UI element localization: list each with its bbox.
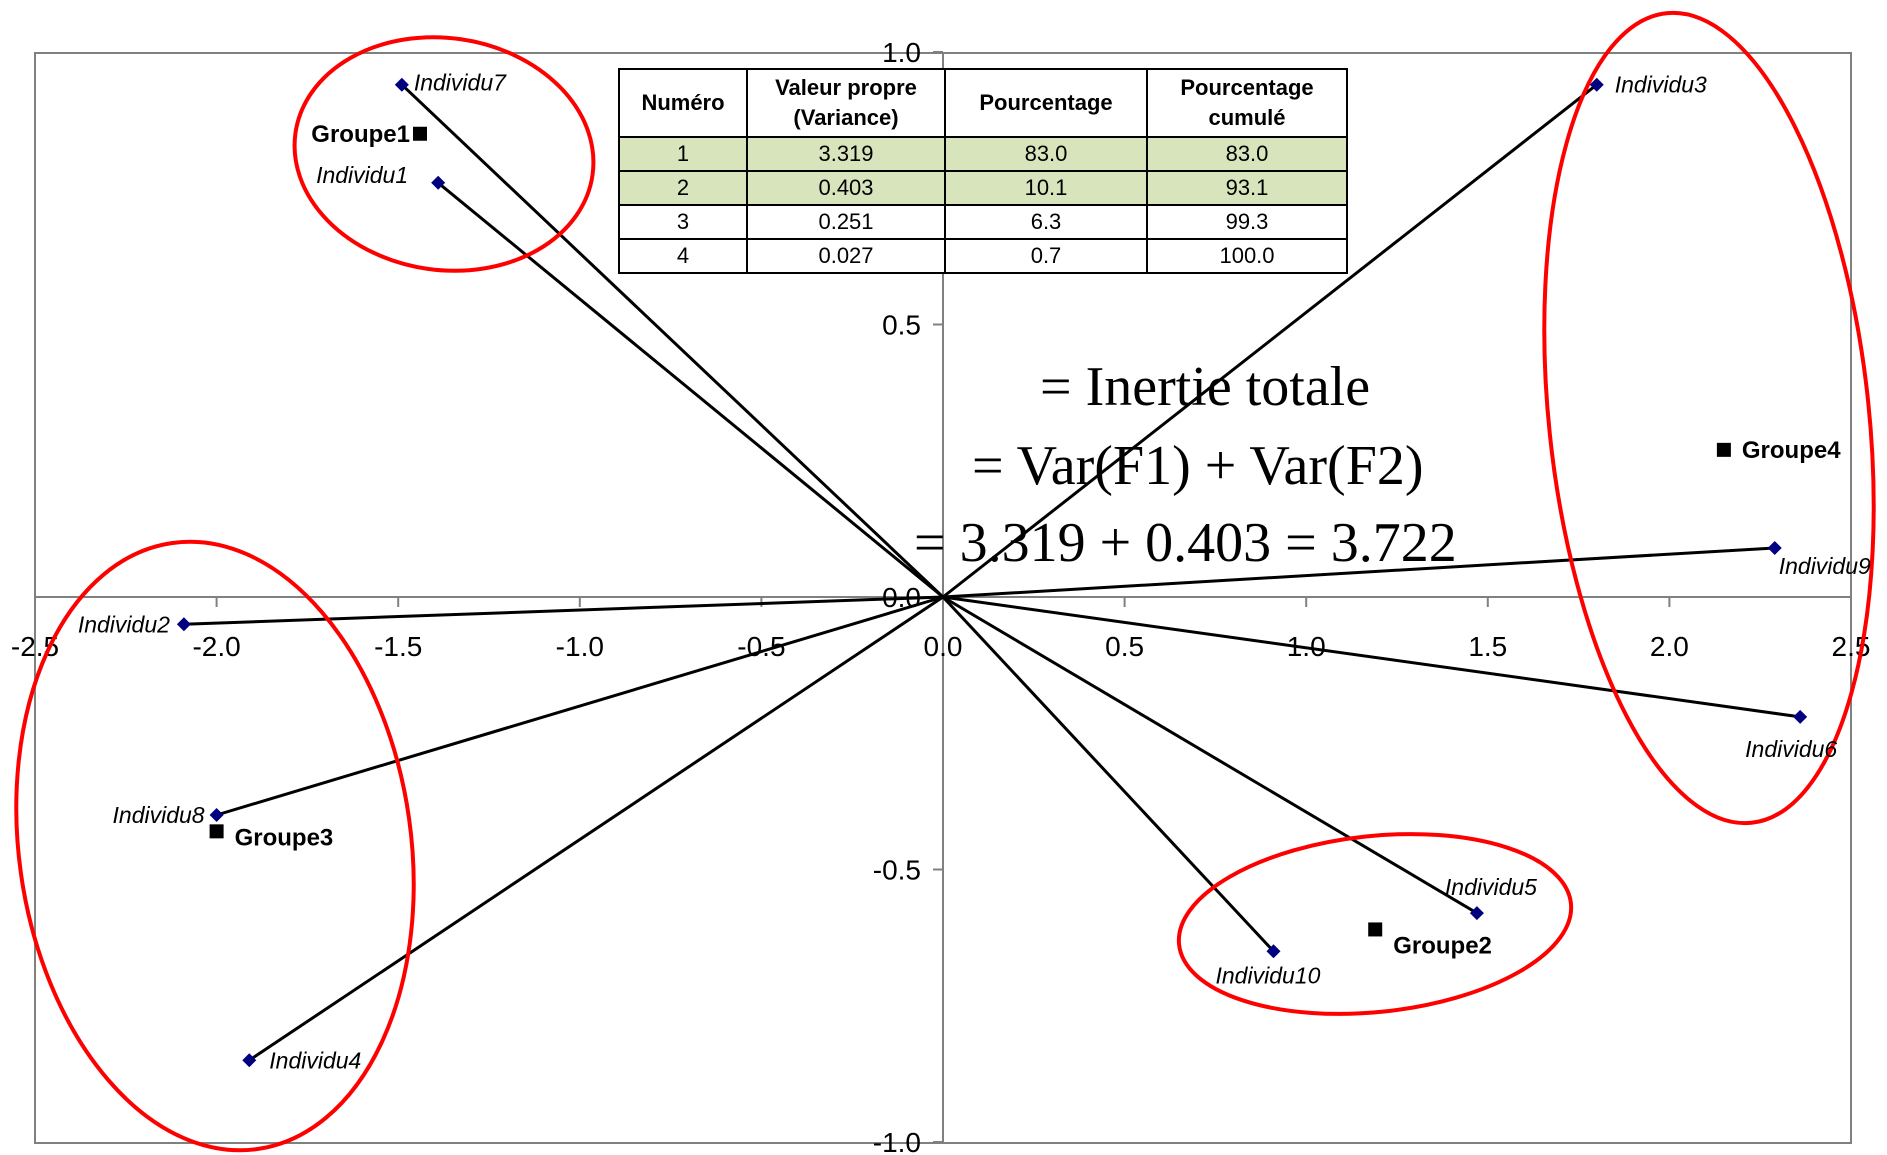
table-cell: 83.0 xyxy=(944,136,1148,172)
individual-label: Individu7 xyxy=(414,70,507,96)
individual-label: Individu1 xyxy=(316,162,408,188)
group-label: Groupe3 xyxy=(235,824,334,851)
table-cell: 2 xyxy=(618,170,748,206)
individual-label: Individu4 xyxy=(269,1047,361,1073)
ellipse-groupe2 xyxy=(1176,832,1574,1016)
individual-marker xyxy=(176,617,191,632)
x-tick-label: -2.0 xyxy=(192,631,240,662)
header-pourcentage-cumule: Pourcentage cumulé xyxy=(1146,68,1348,138)
table-cell: 99.3 xyxy=(1146,204,1348,240)
individual-marker xyxy=(394,77,409,92)
inertia-line-3: = 3.319 + 0.403 = 3.722 xyxy=(914,512,1457,574)
ray-line xyxy=(400,83,945,599)
individual-marker xyxy=(242,1053,257,1068)
table-cell: 6.3 xyxy=(944,204,1148,240)
ray-line xyxy=(942,83,1598,599)
x-tick-label: -1.0 xyxy=(556,631,604,662)
group-centroids: Groupe1 Groupe2 Groupe3 Groupe4 xyxy=(209,121,1841,959)
group-marker xyxy=(1368,922,1383,937)
group-label: Groupe2 xyxy=(1393,932,1492,959)
group-marker xyxy=(412,126,427,141)
individual-label: Individu9 xyxy=(1779,553,1871,579)
header-valeur-propre: Valeur propre (Variance) xyxy=(746,68,946,138)
origin-rays xyxy=(183,83,1801,1062)
individual-marker xyxy=(431,175,446,190)
individual-marker xyxy=(1793,709,1808,724)
table-cell: 0.027 xyxy=(746,238,946,274)
y-tick-label: 0.5 xyxy=(882,310,921,341)
header-numero: Numéro xyxy=(618,68,748,138)
x-tick-label: 0.0 xyxy=(924,631,963,662)
x-tick-label: 1.5 xyxy=(1468,631,1507,662)
individual-label: Individu2 xyxy=(78,611,170,637)
table-cell: 100.0 xyxy=(1146,238,1348,274)
ray-line xyxy=(248,595,944,1062)
y-tick-label: -1.0 xyxy=(873,1127,921,1155)
group-marker xyxy=(209,824,224,839)
table-cell: 0.251 xyxy=(746,204,946,240)
table-cell: 1 xyxy=(618,136,748,172)
x-tick-label: 2.0 xyxy=(1650,631,1689,662)
y-tick-label: -0.5 xyxy=(873,855,921,886)
ray-line xyxy=(942,595,1478,915)
table-row: 3 0.251 6.3 99.3 xyxy=(618,204,1348,240)
table-row: 1 3.319 83.0 83.0 xyxy=(618,136,1348,172)
ray-line xyxy=(183,595,944,626)
ray-line xyxy=(942,546,1775,599)
ray-line xyxy=(942,595,1801,719)
individual-label: Individu10 xyxy=(1216,962,1321,988)
ellipse-groupe4 xyxy=(1542,10,1876,826)
inertia-line-1: = Inertie totale xyxy=(1040,356,1370,418)
ray-line xyxy=(437,181,944,599)
individual-label: Individu8 xyxy=(113,802,205,828)
inertia-line-2: = Var(F1) + Var(F2) xyxy=(972,435,1424,497)
table-row: 2 0.403 10.1 93.1 xyxy=(618,170,1348,206)
ellipse-groupe1 xyxy=(292,35,596,273)
individual-label: Individu6 xyxy=(1745,736,1837,762)
table-cell: 4 xyxy=(618,238,748,274)
header-pourcentage: Pourcentage xyxy=(944,68,1148,138)
table-cell: 0.403 xyxy=(746,170,946,206)
eigenvalue-table: Numéro Valeur propre (Variance) Pourcent… xyxy=(618,68,1348,274)
group-marker xyxy=(1716,442,1731,457)
table-cell: 93.1 xyxy=(1146,170,1348,206)
table-header-row: Numéro Valeur propre (Variance) Pourcent… xyxy=(618,68,1348,138)
individual-marker xyxy=(1589,77,1604,92)
individual-label: Individu5 xyxy=(1445,874,1537,900)
y-tick-label: 1.0 xyxy=(882,37,921,68)
table-cell: 0.7 xyxy=(944,238,1148,274)
table-cell: 83.0 xyxy=(1146,136,1348,172)
table-cell: 3 xyxy=(618,204,748,240)
individual-label: Individu3 xyxy=(1615,72,1707,98)
ellipse-groupe3 xyxy=(14,539,416,1153)
individual-marker xyxy=(209,808,224,822)
individual-marker xyxy=(1266,944,1281,959)
group-label: Groupe4 xyxy=(1742,437,1841,464)
table-cell: 3.319 xyxy=(746,136,946,172)
individual-marker xyxy=(1469,906,1484,921)
x-tick-label: -1.5 xyxy=(374,631,422,662)
table-row: 4 0.027 0.7 100.0 xyxy=(618,238,1348,274)
group-label: Groupe1 xyxy=(311,121,410,148)
ray-line xyxy=(941,595,1275,953)
individual-marker xyxy=(1767,540,1782,555)
table-cell: 10.1 xyxy=(944,170,1148,206)
y-ticks: -1.0-0.50.00.51.0 xyxy=(873,37,943,1155)
x-tick-label: 0.5 xyxy=(1105,631,1144,662)
individual-points: Individu1 Individu2 Individu3 Individu4 Indi… xyxy=(78,70,1871,1074)
ray-line xyxy=(216,595,944,817)
